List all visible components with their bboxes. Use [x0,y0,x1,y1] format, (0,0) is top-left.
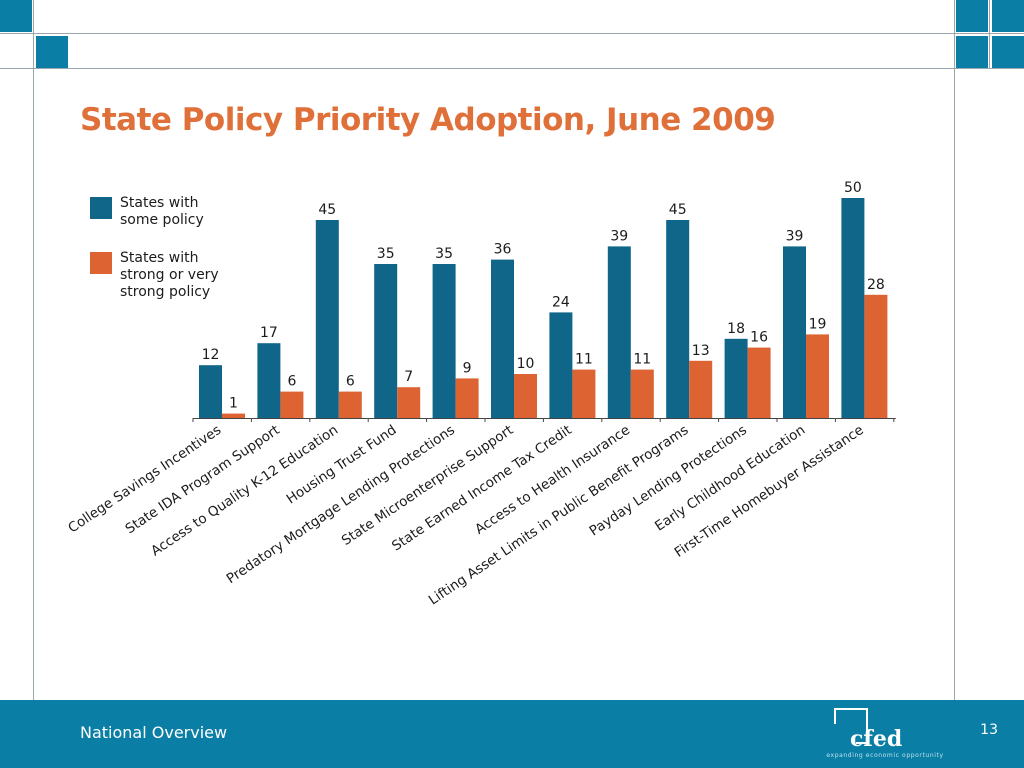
footer-section-label: National Overview [80,723,228,742]
bar-strong-policy [338,391,362,418]
cfed-logo: cfed expanding economic opportunity [826,708,944,762]
bar-strong-policy [397,387,421,418]
data-label-some-policy: 45 [669,202,687,218]
corner-square-top-right-1 [956,0,988,32]
slide-title: State Policy Priority Adoption, June 200… [80,102,776,138]
corner-square-top-right-4 [992,36,1024,68]
bar-some-policy [666,220,690,418]
frame-line-right-2 [989,0,990,69]
bar-strong-policy [222,413,245,418]
corner-square-top-left-inner [36,36,68,68]
legend-item-some-policy: States with some policy [90,195,245,229]
bar-some-policy [374,264,398,418]
bar-some-policy [841,198,865,418]
corner-square-top-right-2 [992,0,1024,32]
legend-label-some-policy: States with some policy [120,195,204,228]
frame-line-top-1 [0,33,1024,34]
bar-some-policy [199,365,222,418]
data-label-some-policy: 50 [844,180,862,196]
frame-line-top-2 [0,68,1024,69]
bar-strong-policy [689,360,713,418]
bar-some-policy [783,246,806,418]
frame-line-right [954,0,955,700]
corner-square-top-left [0,0,32,32]
bar-strong-policy [630,369,654,418]
bar-some-policy [491,259,514,418]
legend-label-strong-policy: States with strong or very strong policy [120,250,219,300]
data-label-some-policy: 39 [610,228,628,244]
corner-square-top-right-3 [956,36,988,68]
page-number: 13 [980,722,998,738]
bar-some-policy [257,343,281,418]
data-label-strong-policy: 28 [867,277,885,293]
frame-line-left [33,0,34,700]
legend-swatch-teal [90,197,112,219]
data-label-some-policy: 18 [727,321,745,337]
data-label-strong-policy: 7 [404,369,413,385]
bar-some-policy [607,246,631,418]
data-label-some-policy: 24 [552,294,570,310]
data-label-strong-policy: 10 [517,356,535,372]
data-label-strong-policy: 11 [575,352,593,368]
bar-some-policy [315,220,339,418]
bar-strong-policy [455,378,479,418]
data-label-some-policy: 17 [260,325,278,341]
data-label-strong-policy: 6 [287,374,296,390]
legend-swatch-orange [90,252,112,274]
bar-some-policy [724,338,748,418]
logo-name: cfed [850,726,903,752]
bar-strong-policy [747,347,771,418]
bar-strong-policy [806,334,829,418]
bar-some-policy [432,264,456,418]
data-label-strong-policy: 13 [692,343,710,359]
data-label-some-policy: 39 [786,228,804,244]
logo-tagline: expanding economic opportunity [826,752,944,759]
bar-strong-policy [514,374,537,418]
data-label-some-policy: 45 [318,202,336,218]
data-label-strong-policy: 11 [633,352,651,368]
data-label-strong-policy: 1 [229,396,238,412]
data-label-strong-policy: 9 [463,360,472,376]
data-label-strong-policy: 6 [346,374,355,390]
bar-strong-policy [864,294,888,418]
bar-strong-policy [280,391,304,418]
data-label-some-policy: 36 [494,242,512,258]
data-label-strong-policy: 19 [809,316,827,332]
data-label-some-policy: 12 [202,347,220,363]
data-label-some-policy: 35 [435,246,453,262]
legend-item-strong-policy: States with strong or very strong policy [90,250,245,301]
bar-strong-policy [572,369,596,418]
data-label-strong-policy: 16 [750,330,768,346]
bar-some-policy [549,312,573,418]
data-label-some-policy: 35 [377,246,395,262]
